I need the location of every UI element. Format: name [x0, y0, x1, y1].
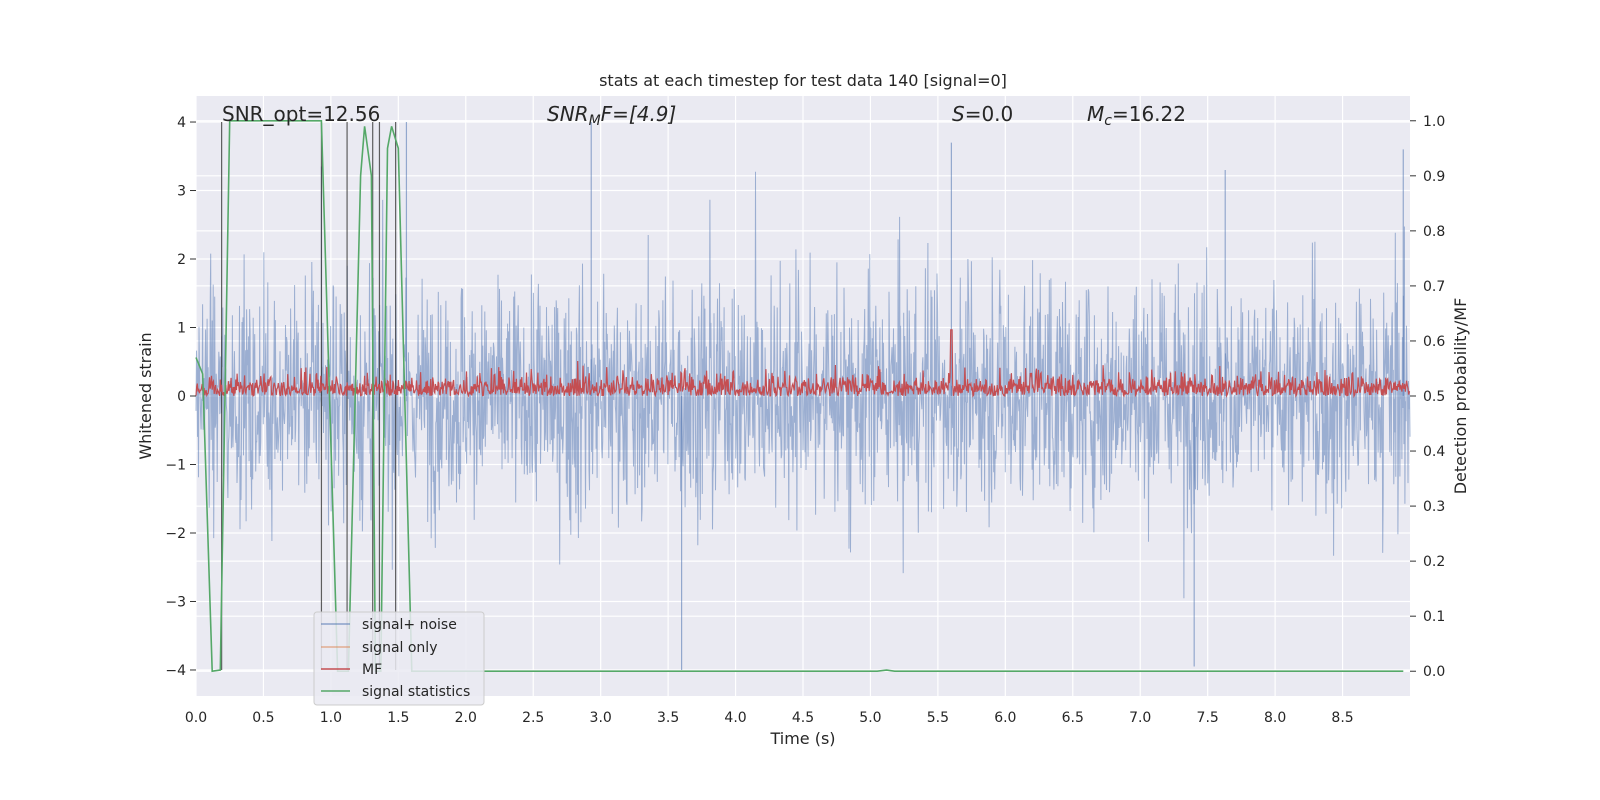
y-tick-label-left: 0 — [177, 389, 186, 405]
y-tick-label-left: 1 — [177, 321, 186, 337]
x-tick-label: 5.0 — [859, 710, 881, 726]
y-tick-label-left: −4 — [165, 663, 186, 679]
x-tick-label: 6.0 — [994, 710, 1016, 726]
signal-noise-line — [195, 171, 1411, 599]
x-tick-label: 2.5 — [522, 710, 544, 726]
x-tick-label: 1.0 — [320, 710, 342, 726]
x-tick-label: 3.5 — [657, 710, 679, 726]
legend-label-mf: MF — [362, 662, 382, 678]
mf-line — [195, 329, 1411, 399]
x-tick-label: 4.5 — [792, 710, 814, 726]
legend: signal+ noise signal only MF signal stat… — [313, 611, 485, 706]
y-tick-label-right: 0.0 — [1423, 664, 1445, 680]
y-ticks-left: −4 −3 −2 −1 0 1 2 3 4 — [165, 115, 196, 679]
x-tick-label: 8.0 — [1264, 710, 1286, 726]
x-tick-label: 7.0 — [1129, 710, 1151, 726]
y-tick-label-right: 0.1 — [1423, 609, 1445, 625]
x-ticks: 0.0 0.5 1.0 1.5 2.0 2.5 3.0 3.5 4.0 4.5 5.0 5.5 6.0 6… — [185, 710, 1354, 726]
y-tick-label-right: 0.5 — [1423, 389, 1445, 405]
legend-label-signal-noise: signal+ noise — [362, 617, 457, 633]
legend-box — [313, 611, 485, 706]
y-tick-label-left: 2 — [177, 252, 186, 268]
y-tick-label-right: 0.6 — [1423, 334, 1445, 350]
x-tick-label: 0.0 — [185, 710, 207, 726]
y-tick-label-left: 3 — [177, 184, 186, 200]
y-tick-label-left: −3 — [165, 594, 186, 610]
x-tick-label: 0.5 — [252, 710, 274, 726]
x-tick-label: 8.5 — [1331, 710, 1353, 726]
annotation-mc: Mc=16.22 — [1087, 102, 1186, 129]
y-tick-label-left: 4 — [177, 115, 186, 131]
y-tick-label-right: 1.0 — [1423, 114, 1445, 130]
y-axis-label-right: Detection probability/MF — [1451, 298, 1470, 495]
legend-label-signal-statistics: signal statistics — [362, 684, 470, 700]
x-tick-label: 6.5 — [1062, 710, 1084, 726]
x-tick-label: 3.0 — [590, 710, 612, 726]
x-tick-label: 4.0 — [724, 710, 746, 726]
annotation-s: S=0.0 — [952, 102, 1013, 126]
chart-title: stats at each timestep for test data 140… — [599, 71, 1007, 90]
x-tick-label: 1.5 — [387, 710, 409, 726]
x-tick-label: 2.0 — [455, 710, 477, 726]
y-tick-label-left: −1 — [165, 457, 186, 473]
x-axis-label: Time (s) — [769, 729, 835, 748]
x-tick-label: 5.5 — [927, 710, 949, 726]
y-ticks-right: 0.0 0.1 0.2 0.3 0.4 0.5 0.6 0.7 0.8 0.9 1.0 — [1410, 114, 1445, 680]
y-tick-label-right: 0.8 — [1423, 224, 1445, 240]
signal-statistics-line — [195, 120, 1404, 673]
y-tick-label-right: 0.3 — [1423, 499, 1445, 515]
mf-series — [195, 329, 1411, 399]
annotation-snr-mf: SNRMF=[4.9] — [547, 102, 676, 129]
y-axis-label-left: Whitened strain — [136, 332, 155, 459]
y-tick-label-left: −2 — [165, 526, 186, 542]
signal-statistics-series — [195, 120, 1404, 673]
y-tick-label-right: 0.7 — [1423, 279, 1445, 295]
legend-label-signal-only: signal only — [362, 640, 437, 656]
y-tick-label-right: 0.4 — [1423, 444, 1445, 460]
y-tick-label-right: 0.9 — [1423, 169, 1445, 185]
annotation-snr-opt: SNR_opt=12.56 — [222, 102, 380, 126]
y-tick-label-right: 0.2 — [1423, 554, 1445, 570]
x-tick-label: 7.5 — [1197, 710, 1219, 726]
signal-noise-series — [195, 122, 1411, 670]
